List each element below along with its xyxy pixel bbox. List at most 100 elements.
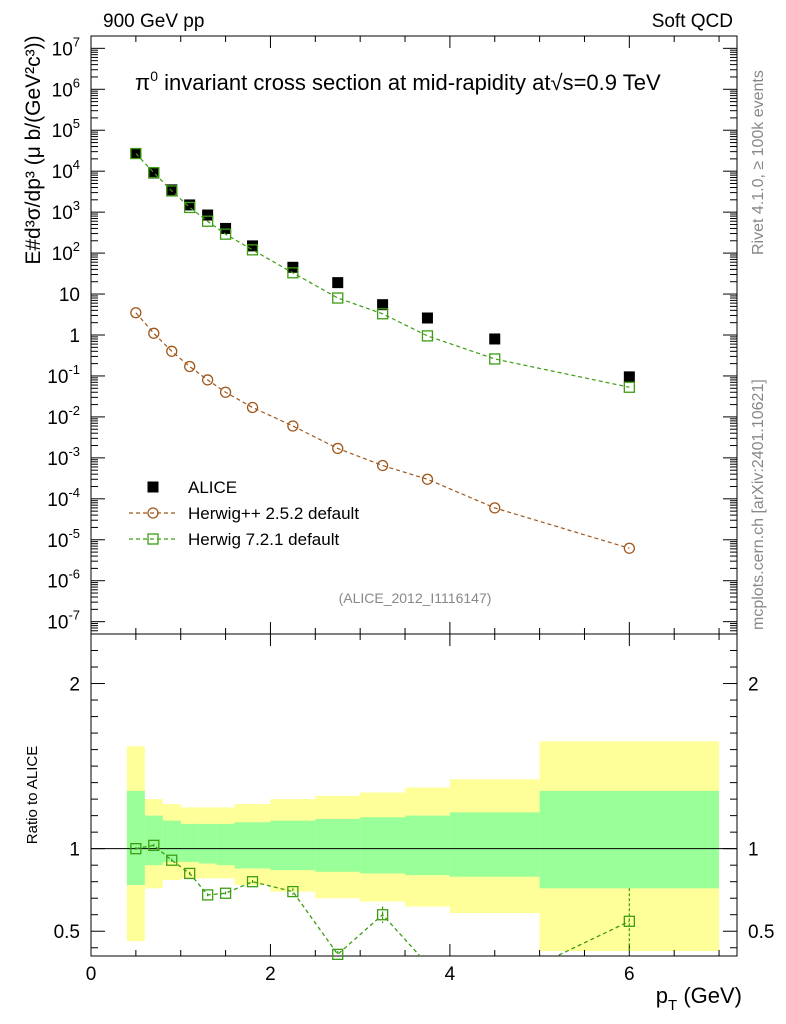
stat-band — [449, 812, 540, 877]
legend-marker — [147, 533, 159, 545]
x-tick-label: 4 — [445, 964, 456, 985]
ratio-point — [166, 854, 178, 866]
ratio-point — [623, 915, 635, 927]
watermark-rivet: Rivet 4.1.0, ≥ 100k events — [750, 70, 767, 255]
data-point-2 — [376, 308, 389, 320]
x-tick-label: 6 — [624, 964, 635, 985]
data-point-1 — [184, 360, 196, 373]
data-point-2 — [246, 244, 259, 256]
ratio-point — [332, 948, 344, 960]
legend-marker — [147, 481, 159, 493]
y-tick-label: 10-5 — [47, 526, 80, 552]
legend-label: Herwig++ 2.5.2 default — [188, 504, 359, 523]
analysis-id-label: (ALICE_2012_I1116147) — [339, 590, 492, 606]
data-point-0 — [247, 240, 258, 252]
y-tick-label: 10-2 — [47, 403, 80, 429]
legend-marker — [147, 507, 159, 519]
data-point-2 — [201, 215, 214, 227]
stat-band — [162, 820, 181, 862]
data-point-2 — [623, 381, 635, 393]
stat-band — [539, 790, 720, 889]
y-tick-label: 10-4 — [47, 485, 80, 511]
data-point-1 — [246, 401, 259, 414]
legend-label: ALICE — [188, 478, 237, 497]
svg-text:E#d³σ/dp³ (μ b/(GeV²c³)): E#d³σ/dp³ (μ b/(GeV²c³)) — [22, 35, 45, 264]
data-point-0 — [623, 371, 635, 383]
y-tick-label: 104 — [52, 157, 80, 183]
data-point-1 — [130, 307, 142, 319]
data-point-1 — [287, 420, 299, 432]
header-left: 900 GeV pp — [103, 11, 204, 32]
y-tick-label: 10 — [59, 285, 80, 306]
stat-band — [360, 817, 406, 874]
y-tick-label: 107 — [52, 34, 80, 60]
y-tick-label: 10-6 — [47, 567, 80, 593]
stat-band — [216, 823, 235, 866]
x-tick-label: 2 — [265, 964, 276, 985]
legend-label: Herwig 7.2.1 default — [188, 530, 339, 549]
data-point-1 — [376, 459, 389, 472]
ratio-point — [201, 889, 214, 901]
y-tick-label: 1 — [69, 326, 80, 347]
svg-text:mcplots.cern.ch [arXiv:2401.10: mcplots.cern.ch [arXiv:2401.10621] — [750, 379, 767, 630]
data-point-1 — [421, 473, 434, 485]
legend: ALICE Herwig++ 2.5.2 default Herwig 7.2.1 … — [129, 478, 359, 549]
stat-band — [315, 818, 361, 872]
data-point-1 — [219, 386, 232, 398]
data-point-2 — [421, 330, 434, 342]
watermark-mcplots: mcplots.cern.ch [arXiv:2401.10621] — [750, 379, 767, 630]
ratio-frame — [90, 633, 738, 957]
ratio-y-tick-label: 0.5 — [748, 922, 774, 943]
data-point-2 — [130, 147, 142, 160]
ratio-point — [246, 876, 259, 888]
data-point-0 — [166, 184, 178, 196]
data-point-2 — [287, 267, 299, 279]
y-tick-label: 106 — [52, 75, 80, 101]
data-point-0 — [184, 199, 196, 211]
ratio-y-tick-label: 1 — [69, 840, 80, 861]
stat-band — [270, 820, 316, 871]
main-panel: 10-7 10-6 10-5 10-4 10-3 10-2 10-1 1 10 102 103 104… — [47, 34, 738, 635]
ratio-point — [376, 909, 389, 921]
ratio-y-tick-label: 0.5 — [54, 922, 80, 943]
data-point-1 — [148, 327, 160, 339]
ratio-point — [184, 867, 196, 880]
svg-text:Ratio to ALICE: Ratio to ALICE — [24, 746, 41, 844]
series-line-1 — [135, 312, 630, 549]
main-title: π0 invariant cross section at mid-rapidi… — [135, 68, 661, 95]
y-tick-label: 10-7 — [47, 608, 80, 634]
ratio-ylabel: Ratio to ALICE — [24, 746, 41, 844]
data-point-2 — [166, 185, 178, 197]
x-axis-label: pT (GeV) — [656, 983, 742, 1014]
data-point-1 — [201, 374, 214, 386]
ratio-point — [148, 839, 160, 852]
y-tick-label: 103 — [52, 198, 80, 224]
stat-band — [198, 823, 217, 864]
data-point-0 — [148, 167, 160, 179]
ratio-panel: 0 2 4 6 0.5 0.5 1 1 2 2 — [54, 633, 774, 985]
data-point-0 — [421, 312, 433, 324]
data-point-2 — [332, 292, 344, 304]
data-point-0 — [489, 333, 501, 345]
y-axis-label-main: E#d³σ/dp³ (μ b/(GeV²c³)) — [22, 35, 45, 264]
x-tick-label: 0 — [86, 964, 97, 985]
ratio-y-tick-label: 2 — [69, 675, 80, 696]
stat-band — [405, 815, 450, 876]
ratio-point — [287, 885, 299, 898]
data-point-0 — [332, 277, 344, 289]
ratio-point — [130, 843, 142, 855]
data-point-0 — [377, 299, 389, 311]
y-tick-label: 102 — [52, 239, 80, 265]
data-point-1 — [489, 502, 501, 514]
data-point-2 — [184, 201, 196, 214]
data-point-1 — [623, 542, 635, 554]
data-point-2 — [489, 353, 501, 365]
y-tick-label: 105 — [52, 116, 80, 142]
ratio-y-tick-label: 1 — [748, 840, 759, 861]
stat-band — [126, 790, 145, 885]
data-point-1 — [332, 442, 344, 455]
data-point-0 — [202, 209, 214, 221]
data-point-1 — [166, 345, 178, 357]
data-point-0 — [220, 222, 232, 234]
